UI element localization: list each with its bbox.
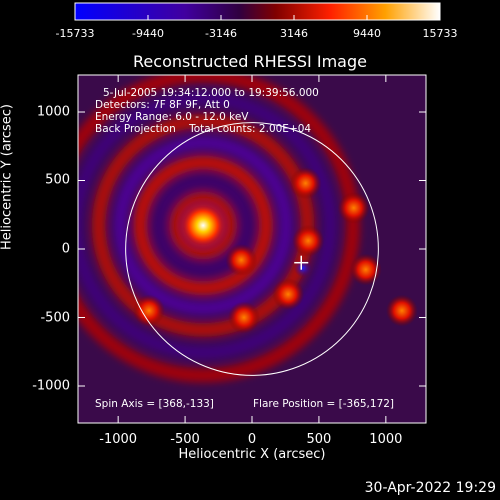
secondary-sources	[132, 167, 418, 334]
colorbar-gradient	[74, 2, 441, 21]
y-tick-label: 0	[61, 241, 70, 257]
secondary-peak	[225, 243, 258, 276]
info-method-counts: Back Projection Total counts: 2.00E+04	[95, 123, 312, 135]
flare-position-note: Flare Position = [-365,172]	[253, 398, 395, 410]
y-tick-label: 1000	[36, 104, 70, 120]
secondary-peak	[337, 191, 370, 224]
info-detectors: Detectors: 7F 8F 9F, Att 0	[95, 99, 230, 111]
x-axis-label: Heliocentric X (arcsec)	[178, 447, 326, 462]
colorbar-tick-label: 9440	[353, 27, 381, 40]
colorbar-svg	[74, 2, 441, 21]
colorbar-tick-label: 15733	[422, 27, 458, 40]
x-tick-label: -500	[170, 432, 200, 447]
axis-tick-marks	[78, 75, 426, 423]
spin-axis-note: Spin Axis = [368,-133]	[95, 398, 214, 410]
sidelobe-ring	[133, 155, 274, 296]
y-axis-label: Heliocentric Y (arcsec)	[0, 104, 15, 250]
secondary-peak	[272, 278, 305, 311]
sidelobe-ring	[169, 191, 237, 260]
negative-blob	[293, 259, 312, 278]
info-energy-range: Energy Range: 6.0 - 12.0 keV	[95, 111, 249, 123]
flare-cross-marker	[294, 255, 309, 270]
secondary-peak	[292, 224, 325, 257]
secondary-peak	[385, 294, 418, 327]
y-tick-label: -500	[40, 310, 70, 325]
secondary-peak	[289, 167, 322, 200]
secondary-peak	[227, 301, 260, 334]
solar-limb	[125, 122, 379, 376]
chart-title: Reconstructed RHESSI Image	[133, 52, 367, 71]
colorbar-tick-marks	[74, 15, 441, 20]
secondary-peak	[349, 253, 382, 286]
y-tick-label: 500	[45, 172, 70, 188]
y-tick-label: -1000	[32, 378, 70, 394]
colorbar-tick-label: -15733	[55, 27, 95, 40]
colorbar: -15733 -9440 -3146 3146 9440 15733	[0, 0, 500, 40]
sidelobe-ring	[151, 174, 255, 277]
colorbar-tick-label: -3146	[205, 27, 237, 40]
sidelobe-ring	[78, 91, 338, 360]
x-tick-label: -1000	[99, 432, 138, 447]
timestamp: 30-Apr-2022 19:29	[364, 480, 496, 496]
sidelobe-ring	[113, 135, 294, 316]
x-tick-label: 0	[247, 432, 257, 447]
main-source	[177, 199, 230, 252]
main-source-peak	[177, 199, 230, 252]
info-time-range: 5-Jul-2005 19:34:12.000 to 19:39:56.000	[103, 87, 319, 99]
sidelobe-ring	[78, 75, 361, 383]
secondary-peak	[132, 294, 165, 327]
x-tick-label: 1000	[369, 432, 403, 447]
colorbar-tick-label: -9440	[132, 27, 164, 40]
x-tick-label: 500	[306, 432, 332, 447]
colorbar-tick-label: 3146	[279, 27, 308, 40]
